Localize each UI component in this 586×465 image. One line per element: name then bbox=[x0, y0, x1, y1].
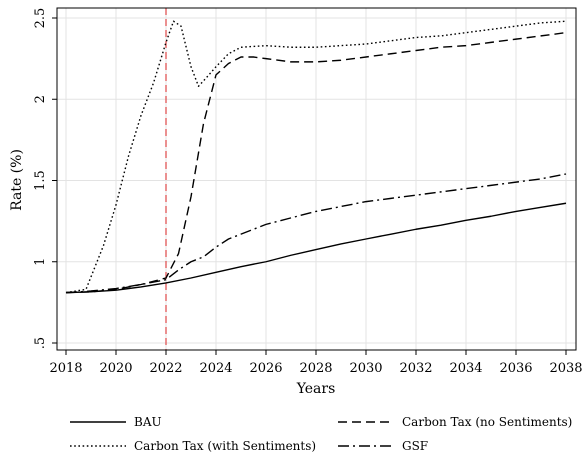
x-tick-label: 2032 bbox=[399, 361, 432, 376]
y-axis-title: Rate (%) bbox=[9, 149, 25, 211]
x-tick-label: 2018 bbox=[49, 361, 82, 376]
legend-label: Carbon Tax (with Sentiments) bbox=[134, 439, 316, 453]
x-tick-label: 2030 bbox=[349, 361, 382, 376]
x-axis-title: Years bbox=[296, 381, 336, 397]
x-axis: 2018 2020 2022 2024 2026 2028 2030 2032 2034 2036… bbox=[49, 350, 583, 376]
x-tick-label: 2034 bbox=[449, 361, 482, 376]
x-tick-label: 2024 bbox=[199, 361, 232, 376]
x-tick-label: 2038 bbox=[549, 361, 582, 376]
x-tick-label: 2020 bbox=[99, 361, 132, 376]
x-tick-label: 2022 bbox=[149, 361, 182, 376]
y-tick-label: .5 bbox=[33, 337, 48, 349]
series-line-dashed bbox=[65, 31, 567, 294]
legend-label: Carbon Tax (no Sentiments) bbox=[402, 415, 572, 429]
y-tick-label: 1.5 bbox=[33, 170, 48, 191]
y-tick-label: 2.5 bbox=[33, 8, 48, 29]
legend: BAU Carbon Tax (no Sentiments) Carbon Tax … bbox=[70, 415, 572, 453]
series-layer bbox=[65, 20, 567, 294]
x-tick-label: 2036 bbox=[499, 361, 532, 376]
series-line-solid bbox=[65, 202, 567, 294]
x-tick-label: 2028 bbox=[299, 361, 332, 376]
y-axis: .5 1 1.5 2 2.5 bbox=[33, 8, 57, 349]
legend-label: GSF bbox=[402, 439, 428, 453]
legend-label: BAU bbox=[134, 415, 162, 429]
series-line-dashdot bbox=[65, 173, 567, 294]
y-tick-label: 1 bbox=[33, 258, 48, 266]
y-tick-label: 2 bbox=[33, 95, 48, 103]
x-tick-label: 2026 bbox=[249, 361, 282, 376]
